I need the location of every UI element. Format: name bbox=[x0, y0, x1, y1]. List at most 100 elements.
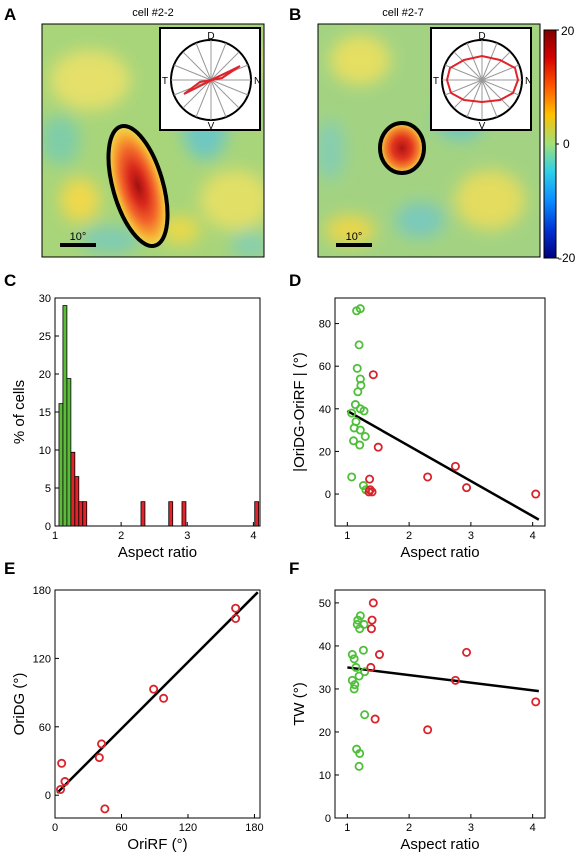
polar-label-n: N bbox=[254, 76, 261, 87]
data-point bbox=[368, 370, 378, 380]
data-point bbox=[350, 680, 360, 690]
data-point bbox=[354, 761, 364, 771]
data-point bbox=[231, 603, 241, 613]
data-point bbox=[349, 436, 359, 446]
data-point bbox=[347, 408, 357, 418]
y-tick-label: 15 bbox=[39, 407, 51, 419]
polar-label-d: D bbox=[478, 31, 485, 42]
y-axis-label: TW (°) bbox=[291, 682, 308, 725]
colorbar-tick: -20 bbox=[558, 251, 576, 265]
y-tick-label: 40 bbox=[319, 641, 331, 653]
y-axis-label: OriDG (°) bbox=[11, 673, 28, 736]
regression-line bbox=[56, 591, 259, 794]
data-point bbox=[352, 363, 362, 373]
data-point bbox=[374, 650, 384, 660]
map-frame bbox=[317, 23, 541, 258]
data-point bbox=[56, 785, 66, 795]
x-axis-label: Aspect ratio bbox=[400, 836, 479, 852]
data-point bbox=[354, 671, 364, 681]
x-tick-label: 2 bbox=[406, 530, 412, 542]
x-axis-label: Aspect ratio bbox=[118, 544, 197, 561]
panel-b: B cell #2-7 10° bbox=[289, 5, 541, 258]
x-tick-label: 4 bbox=[530, 822, 536, 834]
tuning-curve bbox=[445, 54, 520, 104]
data-point bbox=[149, 684, 159, 694]
colorbar: 20 0 -20 bbox=[543, 24, 576, 265]
x-tick-label: 3 bbox=[468, 822, 474, 834]
y-tick-label: 0 bbox=[45, 790, 51, 802]
y-tick-label: 0 bbox=[45, 521, 51, 533]
data-point bbox=[462, 647, 472, 657]
data-point bbox=[423, 725, 433, 735]
panel-letter: A bbox=[4, 5, 16, 24]
y-tick-label: 30 bbox=[319, 684, 331, 696]
panel-letter: C bbox=[4, 271, 16, 290]
data-point bbox=[231, 614, 241, 624]
data-point bbox=[366, 662, 376, 672]
map-frame bbox=[41, 23, 265, 258]
x-tick-label: 0 bbox=[52, 822, 58, 834]
panel-letter: E bbox=[4, 559, 15, 578]
data-point bbox=[355, 748, 365, 758]
x-tick-label: 4 bbox=[250, 530, 256, 542]
data-point bbox=[367, 615, 377, 625]
x-tick-label: 180 bbox=[245, 822, 263, 834]
histogram-bar bbox=[78, 501, 84, 527]
data-point bbox=[359, 619, 369, 629]
x-tick-label: 2 bbox=[406, 822, 412, 834]
x-tick-label: 1 bbox=[344, 822, 350, 834]
y-tick-label: 40 bbox=[319, 404, 331, 416]
data-point bbox=[360, 667, 370, 677]
y-tick-label: 20 bbox=[39, 369, 51, 381]
histogram-bar bbox=[181, 501, 187, 527]
scatter-oridg-vs-orirf: 0 60 120 180 0 60 120 180 OriRF (°) OriDG (°) bbox=[11, 585, 264, 852]
polar-inset: D V T N bbox=[430, 27, 532, 132]
data-point bbox=[450, 461, 460, 471]
data-point bbox=[353, 387, 363, 397]
y-tick-label: 60 bbox=[39, 722, 51, 734]
histogram-bar bbox=[254, 501, 260, 527]
data-point bbox=[462, 483, 472, 493]
receptive-field-outline bbox=[378, 121, 426, 175]
panel-title: cell #2-2 bbox=[132, 7, 174, 19]
data-point bbox=[370, 714, 380, 724]
colorbar-tick: 20 bbox=[561, 24, 575, 38]
histogram-bar bbox=[58, 403, 64, 527]
x-axis-label: OriRF (°) bbox=[127, 836, 187, 852]
data-point bbox=[364, 487, 374, 497]
regression-line bbox=[347, 666, 539, 693]
data-point bbox=[365, 474, 375, 484]
y-tick-label: 5 bbox=[45, 483, 51, 495]
data-point bbox=[358, 645, 368, 655]
data-point bbox=[355, 425, 365, 435]
x-tick-label: 3 bbox=[184, 530, 190, 542]
y-tick-label: 120 bbox=[33, 653, 51, 665]
data-point bbox=[94, 753, 104, 763]
panel-letter: D bbox=[289, 271, 301, 290]
scale-bar-label: 10° bbox=[70, 231, 87, 243]
plot-area bbox=[54, 297, 261, 527]
plot-area bbox=[334, 589, 546, 819]
x-tick-label: 1 bbox=[344, 530, 350, 542]
x-tick-label: 4 bbox=[530, 530, 536, 542]
x-axis-label: Aspect ratio bbox=[400, 544, 479, 561]
data-point bbox=[355, 304, 365, 314]
polar-label-n: N bbox=[525, 76, 532, 87]
data-point bbox=[373, 442, 383, 452]
data-point bbox=[353, 615, 363, 625]
data-point bbox=[351, 662, 361, 672]
data-point bbox=[368, 598, 378, 608]
data-point bbox=[159, 693, 169, 703]
panel-title: cell #2-7 bbox=[382, 7, 424, 19]
y-axis-label: |OriDG-OriRF | (°) bbox=[291, 352, 308, 472]
histogram-bar bbox=[66, 378, 72, 527]
y-tick-label: 60 bbox=[319, 361, 331, 373]
panel-a: A cell #2-2 10° bbox=[4, 5, 265, 258]
plot-area bbox=[54, 589, 261, 819]
data-point bbox=[347, 650, 357, 660]
y-tick-label: 0 bbox=[325, 813, 331, 825]
data-point bbox=[423, 472, 433, 482]
